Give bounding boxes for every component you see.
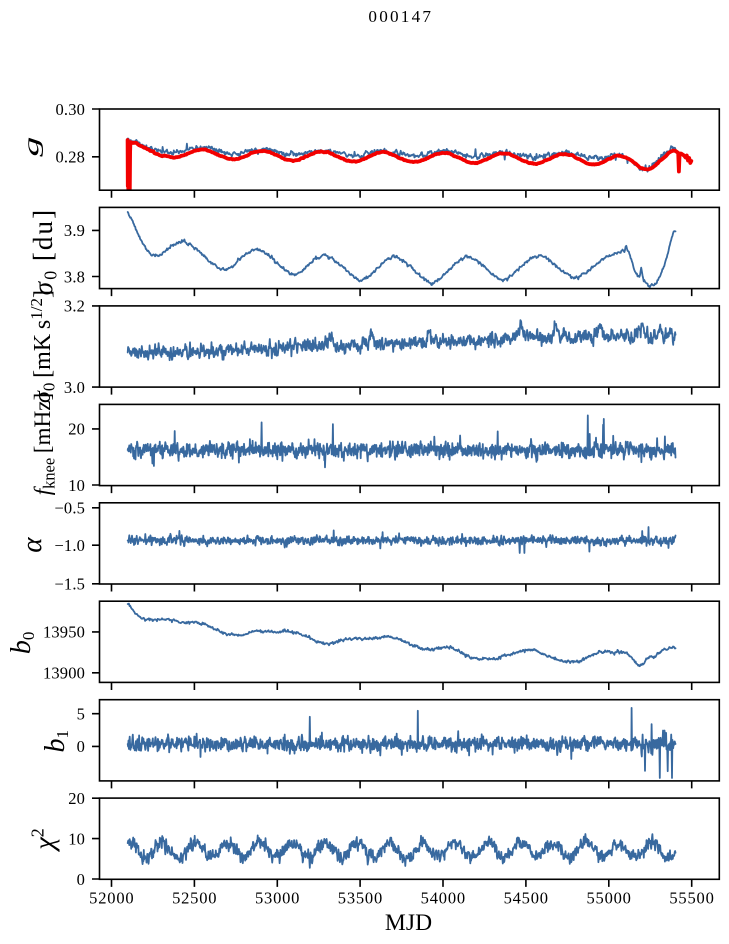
svg-text:3.9: 3.9 <box>64 221 85 240</box>
svg-text:σ0 [mK s1/2]: σ0 [mK s1/2] <box>27 290 59 403</box>
svg-text:13950: 13950 <box>43 623 85 642</box>
svg-text:54000: 54000 <box>421 888 466 907</box>
svg-text:b1: b1 <box>40 730 72 753</box>
svg-text:20: 20 <box>68 420 85 439</box>
svg-text:0: 0 <box>77 870 85 889</box>
svg-text:σ0 [du]: σ0 [du] <box>28 208 61 295</box>
svg-text:−1.5: −1.5 <box>54 575 85 594</box>
svg-text:g: g <box>19 137 44 157</box>
svg-text:20: 20 <box>68 789 85 808</box>
svg-text:54500: 54500 <box>504 888 549 907</box>
svg-text:53000: 53000 <box>255 888 300 907</box>
svg-text:10: 10 <box>68 829 85 848</box>
svg-text:55000: 55000 <box>586 888 631 907</box>
svg-text:χ2: χ2 <box>28 828 61 853</box>
svg-text:52500: 52500 <box>172 888 217 907</box>
svg-text:5: 5 <box>77 705 85 724</box>
svg-text:000147: 000147 <box>368 7 433 26</box>
svg-text:0: 0 <box>77 737 85 756</box>
svg-text:0.30: 0.30 <box>56 100 85 119</box>
svg-text:55500: 55500 <box>669 888 714 907</box>
svg-text:α: α <box>16 537 48 553</box>
svg-text:3.8: 3.8 <box>64 267 85 286</box>
svg-text:3.0: 3.0 <box>64 378 85 397</box>
svg-text:53500: 53500 <box>338 888 383 907</box>
svg-text:−1.0: −1.0 <box>54 536 85 555</box>
svg-text:MJD: MJD <box>385 910 432 936</box>
svg-text:3.2: 3.2 <box>64 297 85 316</box>
svg-text:13900: 13900 <box>43 664 85 683</box>
svg-text:b0: b0 <box>6 632 38 655</box>
svg-text:0.28: 0.28 <box>56 148 85 167</box>
svg-text:−0.5: −0.5 <box>54 499 85 518</box>
svg-text:fknee [mHz]: fknee [mHz] <box>30 393 59 496</box>
svg-text:52000: 52000 <box>89 888 134 907</box>
svg-text:10: 10 <box>68 476 85 495</box>
